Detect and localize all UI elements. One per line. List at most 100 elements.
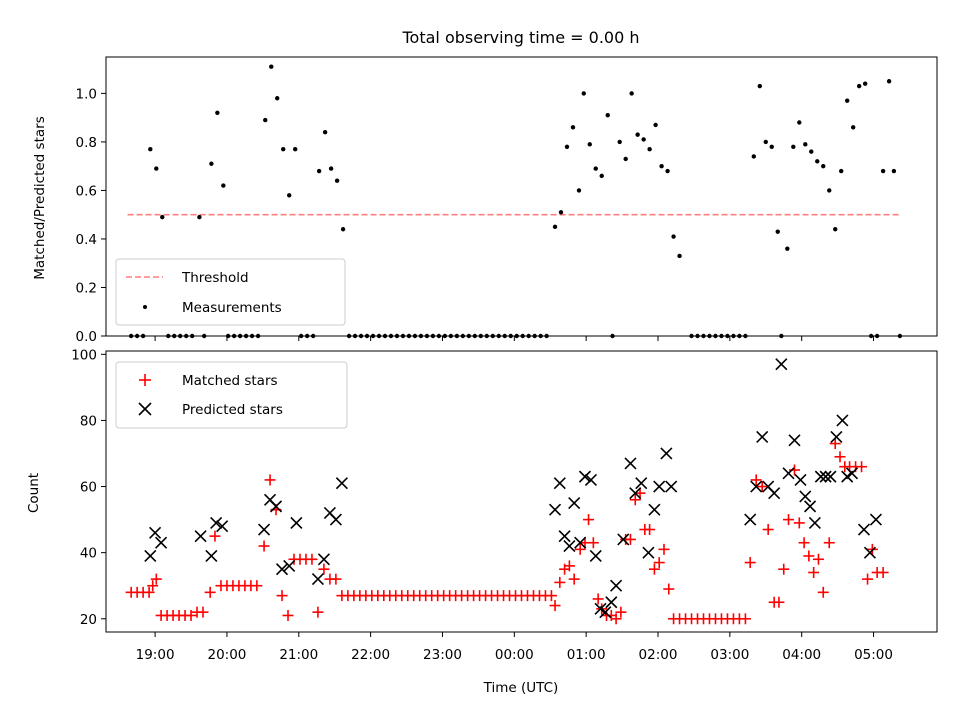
measurement-point bbox=[665, 168, 670, 174]
y-tick-label: 0.6 bbox=[76, 183, 97, 199]
predicted-stars-point bbox=[660, 447, 673, 460]
measurement-point bbox=[659, 163, 664, 169]
predicted-stars-point bbox=[290, 516, 303, 529]
matched-stars-point bbox=[197, 606, 209, 618]
legend-box bbox=[115, 361, 348, 429]
matched-stars-point bbox=[568, 573, 580, 585]
matched-stars-point bbox=[563, 560, 575, 572]
measurement-point bbox=[599, 173, 604, 179]
matched-stars-point bbox=[817, 586, 829, 598]
x-axis-label: Time (UTC) bbox=[483, 680, 559, 696]
top-y-ticks: 0.0 0.2 0.4 0.6 0.8 1.0 bbox=[76, 86, 106, 345]
predicted-legend-label: Predicted stars bbox=[182, 402, 283, 418]
x-tick-label: 21:00 bbox=[279, 647, 318, 663]
matched-stars-point bbox=[204, 586, 216, 598]
matched-stars-point bbox=[658, 543, 670, 555]
measurement-point bbox=[340, 227, 346, 232]
predicted-stars-point bbox=[824, 470, 837, 483]
matched-stars-point bbox=[877, 566, 889, 578]
matched-stars-point bbox=[644, 524, 656, 536]
measurement-point bbox=[148, 146, 153, 152]
measurement-point bbox=[856, 83, 862, 89]
matched-stars-point bbox=[624, 533, 636, 545]
predicted-stars-point bbox=[744, 513, 757, 526]
predicted-stars-point bbox=[665, 480, 678, 493]
top-panel: Total observing time = 0.00 h Matched/Pr… bbox=[32, 28, 938, 345]
matched-stars-point bbox=[793, 517, 805, 529]
measurement-point bbox=[322, 130, 328, 135]
measurement-point bbox=[635, 132, 640, 137]
measurement-point bbox=[671, 234, 676, 239]
predicted-stars-point bbox=[548, 503, 562, 516]
measurement-point bbox=[886, 79, 892, 84]
predicted-stars-point bbox=[553, 477, 566, 490]
matched-stars-point bbox=[778, 563, 790, 575]
matched-stars-point bbox=[744, 557, 756, 569]
matched-stars-point bbox=[583, 514, 595, 526]
measurement-point bbox=[558, 210, 564, 215]
predicted-stars-point bbox=[830, 430, 843, 444]
bottom-legend: Matched stars Predicted stars bbox=[115, 361, 348, 429]
matched-stars-point bbox=[330, 573, 342, 585]
measurement-point bbox=[827, 188, 832, 193]
x-tick-label: 05:00 bbox=[854, 647, 893, 663]
y-tick-label: 40 bbox=[80, 546, 97, 562]
matched-stars-point bbox=[143, 586, 155, 598]
matched-stars-point bbox=[829, 438, 841, 450]
top-legend: Threshold Measurements bbox=[115, 258, 346, 326]
y-tick-label: 1.0 bbox=[76, 86, 97, 102]
predicted-stars-point bbox=[605, 596, 618, 609]
measurement-point bbox=[287, 193, 292, 198]
predicted-stars-point bbox=[329, 513, 342, 526]
matched-stars-point bbox=[276, 590, 288, 602]
matched-stars-point bbox=[808, 566, 820, 578]
predicted-stars-point bbox=[819, 470, 832, 483]
predicted-stars-point bbox=[629, 487, 642, 500]
bottom-x-ticks: 19:00 20:00 21:00 22:00 23:00 00:00 01:00 02:00… bbox=[136, 632, 893, 663]
matched-stars-point bbox=[756, 481, 768, 493]
measurement-point bbox=[803, 142, 808, 147]
matched-legend-swatch bbox=[139, 374, 151, 386]
matched-stars-point bbox=[258, 540, 270, 552]
predicted-stars-point bbox=[149, 526, 162, 539]
predicted-stars-point bbox=[578, 470, 592, 483]
predicted-stars-point bbox=[635, 477, 648, 490]
predicted-stars-point bbox=[610, 579, 623, 592]
x-tick-label: 04:00 bbox=[782, 647, 821, 663]
matched-stars-point bbox=[615, 606, 627, 618]
measurement-point bbox=[209, 161, 214, 166]
y-tick-label: 60 bbox=[80, 480, 97, 496]
matched-stars-point bbox=[653, 557, 665, 569]
x-tick-label: 01:00 bbox=[567, 647, 606, 663]
x-tick-label: 19:00 bbox=[136, 647, 175, 663]
y-tick-label: 20 bbox=[80, 612, 97, 628]
measurement-point bbox=[647, 146, 652, 152]
predicted-stars-point bbox=[814, 470, 827, 483]
x-tick-label: 23:00 bbox=[423, 647, 462, 663]
matched-stars-point bbox=[823, 537, 835, 549]
measurement-point bbox=[821, 163, 826, 169]
predicted-legend-swatch bbox=[138, 402, 152, 416]
measurement-point bbox=[769, 144, 774, 149]
measurement-point bbox=[751, 154, 756, 159]
top-axes-frame bbox=[105, 56, 938, 337]
matched-stars-point bbox=[574, 543, 586, 555]
x-tick-label: 22:00 bbox=[351, 647, 390, 663]
measurement-point bbox=[791, 144, 796, 149]
measurement-point bbox=[844, 98, 850, 103]
measurement-point bbox=[850, 125, 856, 130]
matched-stars-point bbox=[663, 583, 675, 595]
measurement-point bbox=[552, 224, 558, 230]
matched-stars-point bbox=[209, 530, 221, 542]
y-tick-label: 0.0 bbox=[76, 329, 97, 345]
measurement-point bbox=[334, 178, 340, 183]
matched-stars-point bbox=[251, 580, 263, 592]
predicted-stars-point bbox=[648, 503, 661, 516]
measurement-point bbox=[833, 227, 838, 232]
bottom-panel: Count Time (UTC) 20 40 60 80 100 19:00 20:00 2… bbox=[26, 347, 938, 696]
matched-stars-point bbox=[282, 609, 294, 621]
predicted-stars-point bbox=[756, 430, 769, 444]
matched-stars-point bbox=[856, 461, 868, 473]
measurement-point bbox=[576, 188, 582, 193]
y-tick-label: 0.4 bbox=[76, 232, 97, 248]
